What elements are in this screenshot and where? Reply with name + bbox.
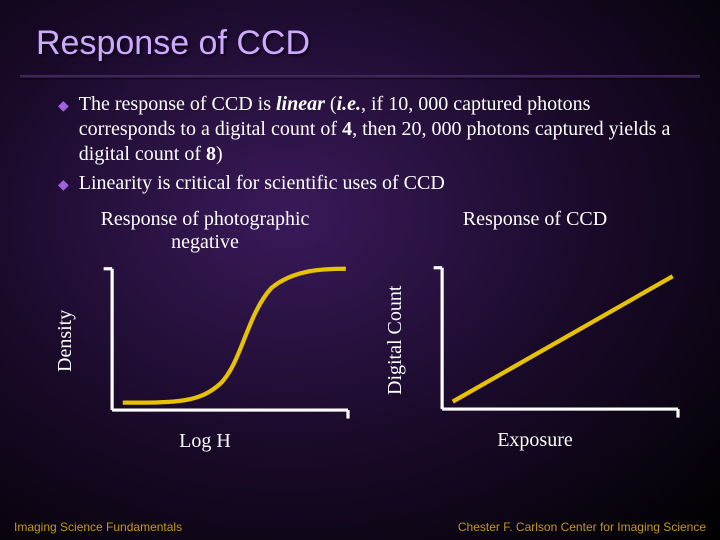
chart-title: Response of CCD — [380, 208, 690, 231]
chart-photographic: Response of photographic negative Densit… — [50, 208, 360, 453]
footer: Imaging Science Fundamentals Chester F. … — [0, 520, 720, 534]
s-curve — [123, 269, 346, 403]
linear-line — [453, 276, 673, 401]
charts-row: Response of photographic negative Densit… — [0, 200, 720, 453]
slide-title: Response of CCD — [36, 24, 720, 63]
chart-title: Response of photographic negative — [50, 208, 360, 254]
diamond-icon: ◆ — [58, 177, 69, 194]
chart-svg — [81, 256, 360, 426]
chart-ccd: Response of CCD Digital Count Exposure — [380, 208, 690, 453]
footer-left: Imaging Science Fundamentals — [14, 520, 182, 534]
chart-svg — [411, 255, 690, 425]
bullet-item: ◆ Linearity is critical for scientific u… — [58, 171, 692, 196]
x-axis-label: Log H — [50, 430, 360, 453]
bullet-list: ◆ The response of CCD is linear (i.e., i… — [0, 78, 720, 196]
footer-right: Chester F. Carlson Center for Imaging Sc… — [458, 520, 706, 534]
y-axis-label: Density — [50, 256, 81, 426]
x-axis-label: Exposure — [380, 429, 690, 452]
bullet-text: Linearity is critical for scientific use… — [79, 171, 445, 196]
bullet-item: ◆ The response of CCD is linear (i.e., i… — [58, 92, 692, 167]
bullet-text: The response of CCD is linear (i.e., if … — [79, 92, 692, 167]
y-axis-label: Digital Count — [380, 255, 411, 425]
diamond-icon: ◆ — [58, 98, 69, 115]
